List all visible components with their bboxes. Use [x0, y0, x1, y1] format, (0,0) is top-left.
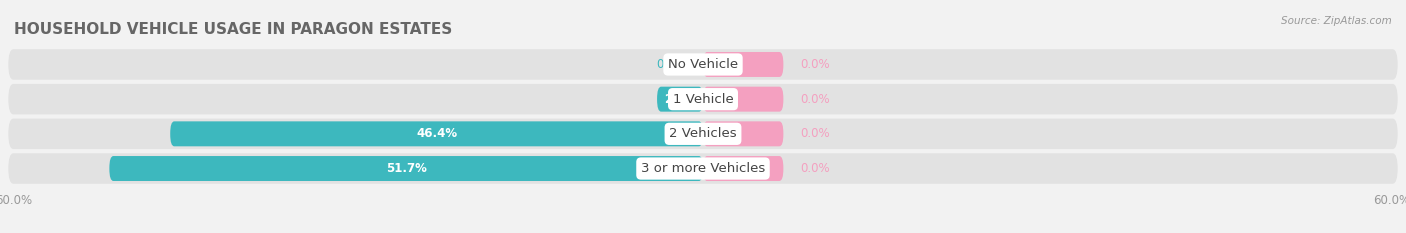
FancyBboxPatch shape — [8, 49, 1398, 80]
FancyBboxPatch shape — [703, 156, 783, 181]
Text: HOUSEHOLD VEHICLE USAGE IN PARAGON ESTATES: HOUSEHOLD VEHICLE USAGE IN PARAGON ESTAT… — [14, 22, 453, 37]
Text: 0.0%: 0.0% — [800, 58, 830, 71]
FancyBboxPatch shape — [8, 84, 1398, 114]
FancyBboxPatch shape — [703, 87, 783, 112]
Text: 0.0%: 0.0% — [800, 93, 830, 106]
Text: 3 or more Vehicles: 3 or more Vehicles — [641, 162, 765, 175]
FancyBboxPatch shape — [8, 153, 1398, 184]
FancyBboxPatch shape — [8, 119, 1398, 149]
FancyBboxPatch shape — [170, 121, 703, 146]
Text: 0.0%: 0.0% — [657, 58, 686, 71]
FancyBboxPatch shape — [703, 52, 783, 77]
Text: Source: ZipAtlas.com: Source: ZipAtlas.com — [1281, 16, 1392, 26]
Text: 46.4%: 46.4% — [416, 127, 457, 140]
FancyBboxPatch shape — [657, 87, 703, 112]
Text: 0.0%: 0.0% — [800, 127, 830, 140]
FancyBboxPatch shape — [110, 156, 703, 181]
Text: 0.0%: 0.0% — [800, 162, 830, 175]
Text: No Vehicle: No Vehicle — [668, 58, 738, 71]
Text: 2.0%: 2.0% — [664, 93, 696, 106]
Text: 51.7%: 51.7% — [385, 162, 426, 175]
Text: 1 Vehicle: 1 Vehicle — [672, 93, 734, 106]
Text: 2 Vehicles: 2 Vehicles — [669, 127, 737, 140]
FancyBboxPatch shape — [703, 121, 783, 146]
